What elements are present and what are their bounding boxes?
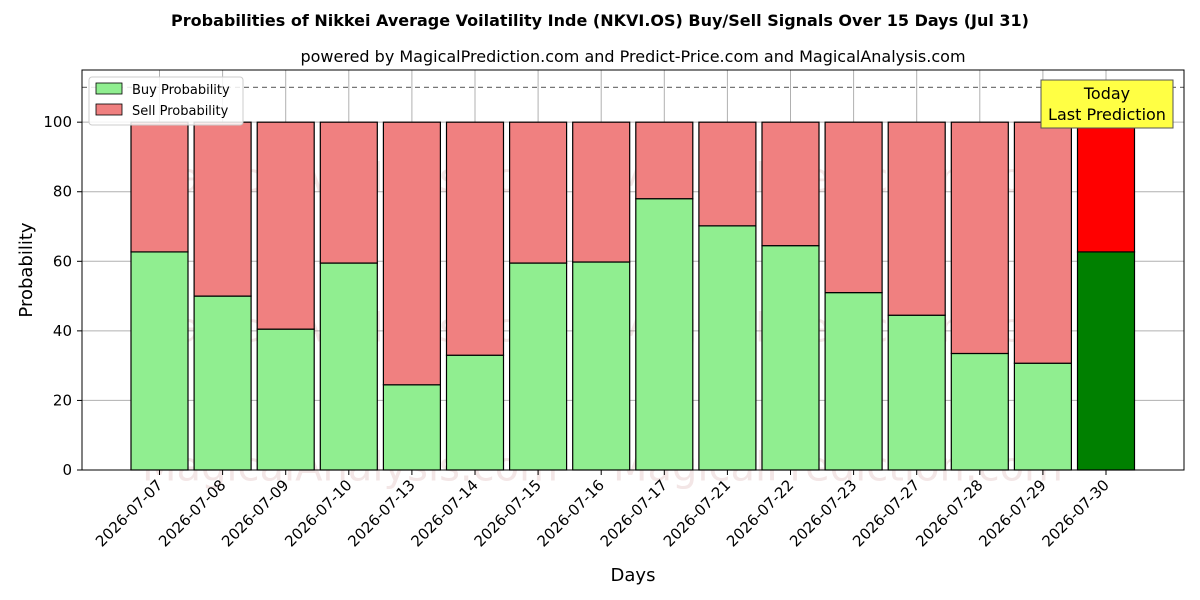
bar-sell [950, 121, 1009, 355]
bar-sell [509, 121, 568, 264]
chart-title: Probabilities of Nikkei Average Voilatil… [171, 11, 1029, 30]
x-tick-label: 2026-07-07 [92, 476, 166, 550]
bar-sell [635, 121, 694, 200]
legend-box [88, 76, 244, 126]
legend-swatch-sell [95, 103, 123, 116]
bar-sell [319, 121, 378, 264]
bar-buy [1076, 251, 1136, 471]
bar-buy [635, 198, 694, 471]
y-tick-label: 40 [53, 322, 72, 340]
today-annotation: Today Last Prediction [1040, 79, 1174, 129]
bar-sell [824, 121, 883, 294]
bar-buy [1013, 362, 1073, 471]
bar-buy [319, 262, 378, 471]
today-label: Today [1083, 84, 1130, 103]
today-box [1040, 79, 1174, 129]
last-prediction-label: Last Prediction [1048, 105, 1166, 124]
bar-buy [887, 314, 946, 471]
y-tick-label: 100 [43, 113, 72, 131]
legend: Buy Probability Sell Probability [88, 76, 244, 126]
bar-buy [824, 292, 883, 471]
bar-sell [572, 121, 631, 263]
bar-sell [130, 121, 189, 253]
y-axis-label: Probability [16, 222, 37, 317]
y-tick-label: 20 [53, 391, 72, 409]
y-tick-label: 80 [53, 183, 72, 201]
bar-buy [130, 251, 189, 471]
y-tick-label: 0 [62, 461, 72, 479]
bar-buy [256, 328, 315, 471]
bar-sell [382, 121, 441, 386]
bar-buy [382, 384, 441, 471]
bar-sell [1013, 121, 1073, 364]
bar-sell [1076, 121, 1136, 253]
bars [130, 121, 1136, 471]
bar-sell [445, 121, 505, 356]
plot-frame [81, 69, 1185, 471]
bar-sell [887, 121, 946, 316]
bar-buy [509, 262, 568, 471]
y-axis-ticks: 0 20 40 60 80 100 [43, 113, 82, 479]
bar-buy [193, 295, 252, 471]
bar-buy [572, 261, 631, 471]
legend-label-buy: Buy Probability [132, 83, 230, 98]
bar-buy [761, 245, 820, 471]
bar-sell [256, 121, 315, 330]
bar-sell [193, 121, 252, 297]
chart-subtitle: powered by MagicalPrediction.com and Pre… [300, 47, 965, 66]
legend-label-sell: Sell Probability [132, 104, 229, 119]
bar-buy [950, 352, 1009, 471]
legend-swatch-buy [95, 82, 123, 95]
bar-sell [698, 121, 757, 227]
bar-buy [698, 225, 757, 471]
y-tick-label: 60 [53, 252, 72, 270]
bar-buy [445, 354, 505, 471]
x-axis-label: Days [611, 565, 656, 586]
bar-sell [761, 121, 820, 247]
